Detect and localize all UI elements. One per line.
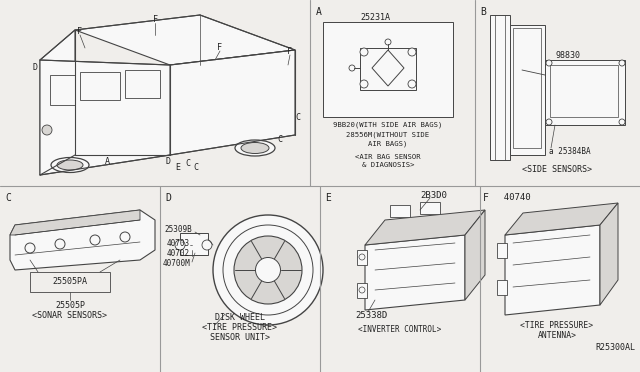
Text: R25300AL: R25300AL bbox=[595, 343, 635, 353]
Bar bbox=[510, 25, 545, 155]
Bar bbox=[357, 283, 367, 298]
Text: <SONAR SENSORS>: <SONAR SENSORS> bbox=[33, 311, 108, 320]
Ellipse shape bbox=[235, 140, 275, 156]
Text: AIR BAGS): AIR BAGS) bbox=[368, 141, 408, 147]
Text: C: C bbox=[296, 113, 301, 122]
Bar bbox=[80, 72, 120, 100]
Circle shape bbox=[175, 240, 185, 250]
Bar bbox=[30, 272, 110, 292]
Text: 25309B: 25309B bbox=[164, 225, 192, 234]
Text: 2B3D0: 2B3D0 bbox=[420, 190, 447, 199]
Text: C: C bbox=[186, 160, 191, 169]
Polygon shape bbox=[505, 225, 600, 315]
Text: 25505PA: 25505PA bbox=[52, 278, 88, 286]
Polygon shape bbox=[170, 50, 295, 155]
Text: F: F bbox=[483, 193, 489, 203]
Polygon shape bbox=[10, 210, 140, 235]
Bar bbox=[390, 205, 410, 217]
Text: B: B bbox=[480, 7, 486, 17]
Text: E: E bbox=[175, 164, 180, 173]
Bar bbox=[497, 280, 507, 295]
Bar bbox=[323, 22, 453, 117]
Text: ANTENNA>: ANTENNA> bbox=[538, 330, 577, 340]
Circle shape bbox=[546, 119, 552, 125]
Bar bbox=[50, 75, 75, 105]
Circle shape bbox=[202, 240, 212, 250]
Bar bbox=[497, 243, 507, 258]
Text: DISK WHEEL: DISK WHEEL bbox=[215, 314, 265, 323]
Text: 40700M: 40700M bbox=[163, 260, 190, 269]
Bar bbox=[420, 202, 440, 214]
Text: 25231A: 25231A bbox=[360, 13, 390, 22]
Text: <AIR BAG SENSOR: <AIR BAG SENSOR bbox=[355, 154, 421, 160]
Circle shape bbox=[360, 80, 368, 88]
Circle shape bbox=[42, 125, 52, 135]
Circle shape bbox=[349, 65, 355, 71]
Ellipse shape bbox=[223, 225, 313, 315]
Text: SENSOR UNIT>: SENSOR UNIT> bbox=[210, 334, 270, 343]
Text: D: D bbox=[165, 193, 171, 203]
Text: D: D bbox=[33, 64, 38, 73]
Bar bbox=[125, 70, 160, 98]
Circle shape bbox=[619, 60, 625, 66]
Text: D: D bbox=[166, 157, 170, 167]
Text: a 25384BA: a 25384BA bbox=[549, 148, 591, 157]
Text: A: A bbox=[104, 157, 109, 167]
Text: 25505P: 25505P bbox=[55, 301, 85, 310]
Circle shape bbox=[359, 254, 365, 260]
Text: 40740: 40740 bbox=[493, 193, 531, 202]
Polygon shape bbox=[465, 210, 485, 300]
Text: 40702: 40702 bbox=[167, 250, 190, 259]
Text: & DIAGNOSIS>: & DIAGNOSIS> bbox=[362, 162, 414, 168]
Bar bbox=[513, 28, 541, 148]
Circle shape bbox=[546, 60, 552, 66]
Bar bbox=[357, 250, 367, 265]
Polygon shape bbox=[600, 203, 618, 305]
Text: C: C bbox=[5, 193, 11, 203]
Text: 98830: 98830 bbox=[555, 51, 580, 60]
Polygon shape bbox=[365, 235, 465, 310]
Polygon shape bbox=[10, 210, 155, 270]
Text: 9BB20(WITH SIDE AIR BAGS): 9BB20(WITH SIDE AIR BAGS) bbox=[333, 122, 443, 128]
Ellipse shape bbox=[241, 142, 269, 154]
Polygon shape bbox=[365, 210, 485, 245]
Polygon shape bbox=[505, 203, 618, 235]
Circle shape bbox=[408, 80, 416, 88]
Ellipse shape bbox=[57, 160, 83, 170]
Polygon shape bbox=[40, 60, 170, 175]
Bar bbox=[545, 60, 625, 125]
Ellipse shape bbox=[51, 157, 89, 173]
Circle shape bbox=[385, 39, 391, 45]
Text: C: C bbox=[278, 135, 282, 144]
Ellipse shape bbox=[255, 257, 280, 282]
Bar bbox=[490, 15, 510, 160]
Text: C: C bbox=[193, 164, 198, 173]
Circle shape bbox=[619, 119, 625, 125]
Text: F: F bbox=[152, 16, 157, 25]
Text: E: E bbox=[325, 193, 331, 203]
Circle shape bbox=[359, 287, 365, 293]
Text: <TIRE PRESSURE>: <TIRE PRESSURE> bbox=[520, 321, 593, 330]
Text: 28556M(WITHOUT SIDE: 28556M(WITHOUT SIDE bbox=[346, 132, 429, 138]
Text: 25338D: 25338D bbox=[355, 311, 387, 320]
Text: F: F bbox=[287, 48, 292, 57]
Bar bbox=[360, 48, 416, 90]
Polygon shape bbox=[40, 30, 75, 175]
Text: A: A bbox=[316, 7, 322, 17]
Text: <SIDE SENSORS>: <SIDE SENSORS> bbox=[522, 166, 592, 174]
Circle shape bbox=[408, 48, 416, 56]
Text: <TIRE PRESSURE>: <TIRE PRESSURE> bbox=[202, 324, 278, 333]
Ellipse shape bbox=[213, 215, 323, 325]
Bar bbox=[550, 65, 618, 117]
Text: <INVERTER CONTROL>: <INVERTER CONTROL> bbox=[358, 326, 442, 334]
Text: F: F bbox=[77, 28, 83, 36]
Bar bbox=[180, 233, 208, 255]
Text: F: F bbox=[218, 44, 223, 52]
Text: 40703: 40703 bbox=[167, 238, 190, 247]
Ellipse shape bbox=[234, 236, 302, 304]
Circle shape bbox=[360, 48, 368, 56]
Polygon shape bbox=[75, 15, 295, 65]
